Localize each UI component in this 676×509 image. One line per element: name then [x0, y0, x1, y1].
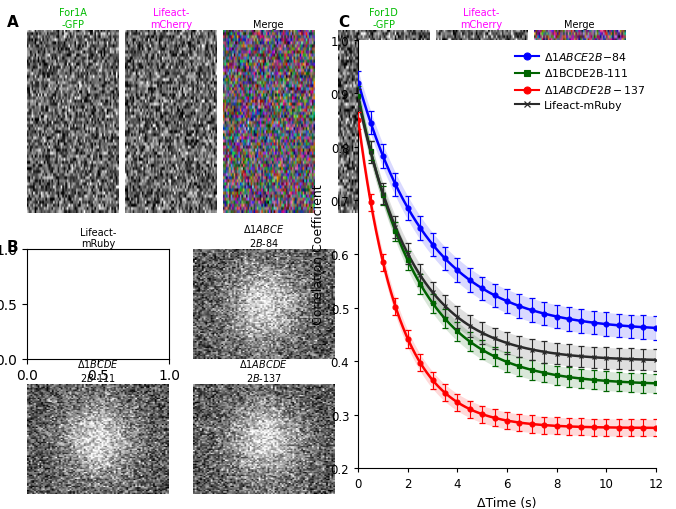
Title: Lifeact-
mCherry: Lifeact- mCherry	[149, 8, 192, 30]
Title: $\Delta$$\it{1BCDE}$
$\it{2B}$-111: $\Delta$$\it{1BCDE}$ $\it{2B}$-111	[77, 357, 119, 383]
Title: $\Delta$$\it{1ABCE}$
$\it{2B}$-84: $\Delta$$\it{1ABCE}$ $\it{2B}$-84	[243, 222, 284, 248]
Legend: $\Delta$$\it{1ABCE2B}$$\it{-84}$, $\Delta$1BCDE2B-111, $\Delta$$\it{1ABCDE2B-137: $\Delta$$\it{1ABCE2B}$$\it{-84}$, $\Delt…	[511, 46, 650, 115]
Title: For1D
-GFP: For1D -GFP	[369, 8, 398, 30]
Title: Merge: Merge	[254, 20, 284, 30]
Y-axis label: Correlation Coefficient: Correlation Coefficient	[312, 184, 325, 325]
Title: For1A
-GFP: For1A -GFP	[59, 8, 87, 30]
Title: Lifeact-
mCherry: Lifeact- mCherry	[460, 8, 503, 30]
Title: Merge: Merge	[564, 20, 595, 30]
X-axis label: ΔTime (s): ΔTime (s)	[477, 496, 537, 509]
Text: B: B	[7, 239, 18, 254]
Text: A: A	[7, 15, 18, 30]
Title: Lifeact-
mRuby: Lifeact- mRuby	[80, 227, 116, 248]
Title: $\Delta$$\it{1ABCDE}$
$\it{2B}$-137: $\Delta$$\it{1ABCDE}$ $\it{2B}$-137	[239, 357, 288, 383]
Text: C: C	[338, 15, 349, 30]
